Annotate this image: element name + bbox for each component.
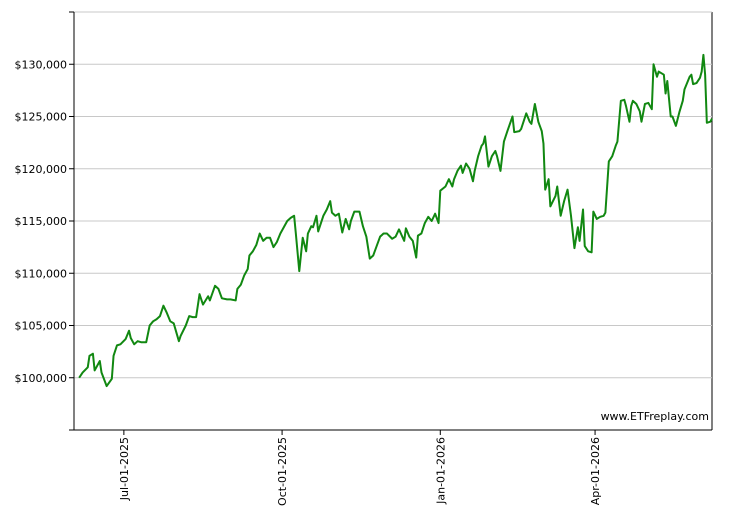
y-tick-label: $105,000 (15, 320, 68, 333)
x-tick-label: Jul-01-2025 (118, 437, 131, 501)
x-tick-label: Jan-01-2026 (434, 437, 447, 505)
y-tick-label: $125,000 (15, 111, 68, 124)
x-tick-label: Oct-01-2025 (276, 437, 289, 506)
x-tick-label: Apr-01-2026 (589, 437, 602, 505)
y-tick-label: $130,000 (15, 58, 68, 71)
watermark: www.ETFreplay.com (601, 410, 709, 423)
y-tick-label: $120,000 (15, 163, 68, 176)
y-tick-label: $115,000 (15, 215, 68, 228)
y-tick-label: $110,000 (15, 267, 68, 280)
y-tick-label: $100,000 (15, 372, 68, 385)
price-line (78, 53, 713, 388)
